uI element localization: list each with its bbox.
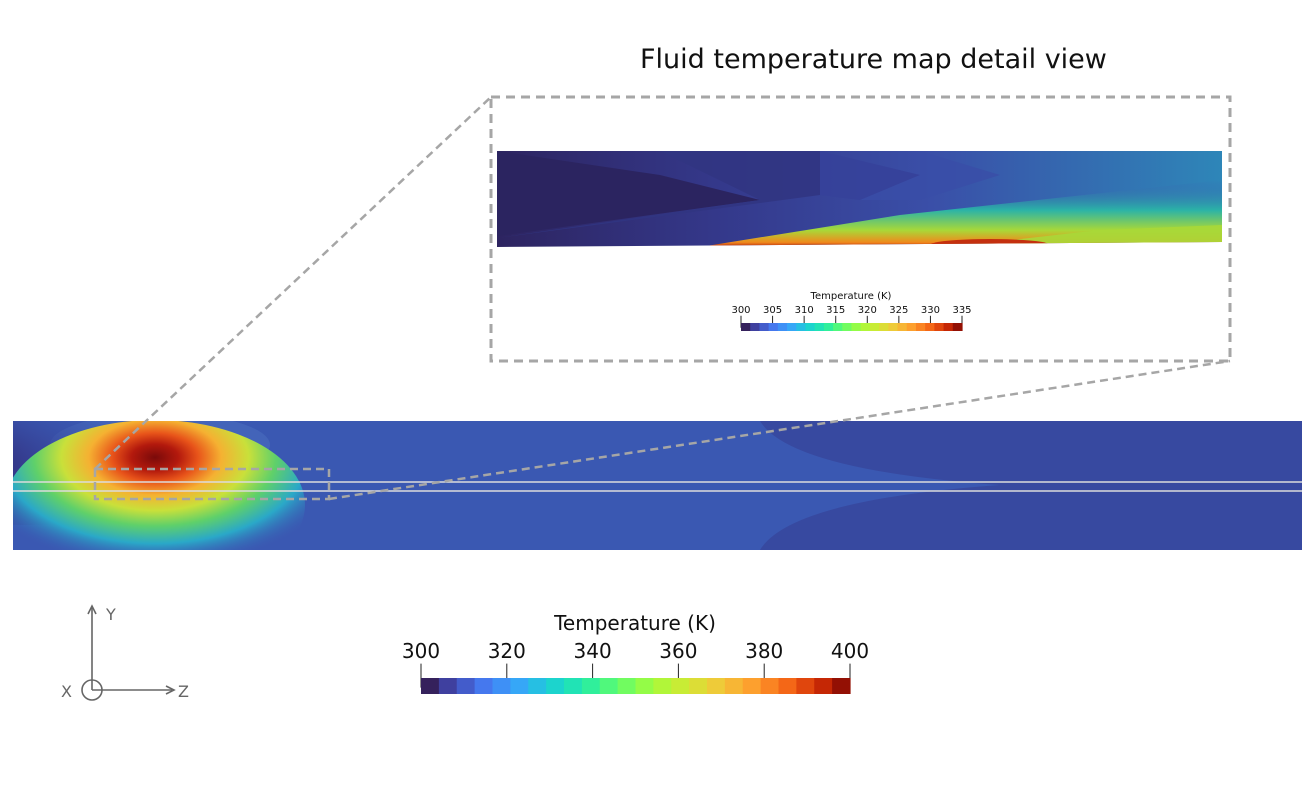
axes-triad xyxy=(81,604,176,701)
main-colorbar-band xyxy=(724,678,744,694)
main-colorbar-tick-label: 380 xyxy=(745,639,783,663)
detail-colorbar-tick-label: 320 xyxy=(858,305,877,316)
detail-colorbar-band xyxy=(823,323,834,331)
detail-colorbar-tick-label: 310 xyxy=(795,305,814,316)
detail-view-frame xyxy=(489,95,1232,363)
axis-y-label: Y xyxy=(105,605,116,624)
detail-colorbar-band xyxy=(888,323,899,331)
main-colorbar-band xyxy=(832,678,851,694)
main-colorbar-ticks: 300 320 340 360 380 400 xyxy=(402,639,869,688)
figure-title-text: Fluid temperature map detail view xyxy=(640,44,1107,75)
main-colorbar-band xyxy=(617,678,637,694)
main-colorbar-band xyxy=(796,678,815,694)
main-colorbar-band xyxy=(510,678,529,694)
main-colorbar-tick-label: 340 xyxy=(574,639,612,663)
main-colorbar-band xyxy=(528,678,547,694)
main-colorbar-band xyxy=(778,678,797,694)
main-colorbar-band xyxy=(599,678,619,694)
detail-colorbar-band xyxy=(777,323,788,331)
detail-colorbar-band xyxy=(759,323,770,331)
detail-colorbar-band xyxy=(805,323,816,331)
detail-colorbar-tick-label: 335 xyxy=(952,305,971,316)
detail-colorbar-tick-label: 330 xyxy=(921,305,940,316)
detail-colorbar-band xyxy=(842,323,853,331)
main-colorbar-band xyxy=(671,678,690,694)
detail-colorbar-band xyxy=(750,323,761,331)
detail-colorbar-band xyxy=(833,323,843,331)
main-colorbar xyxy=(421,678,851,694)
main-colorbar-band xyxy=(814,678,833,694)
main-colorbar-band xyxy=(564,678,583,694)
main-colorbar-band xyxy=(438,678,458,694)
main-colorbar-band xyxy=(707,678,726,694)
detail-colorbar-tick-label: 325 xyxy=(889,305,908,316)
zoom-connector-upper xyxy=(94,96,492,470)
detail-colorbar-band xyxy=(796,323,807,331)
detail-colorbar-tick-label: 305 xyxy=(763,305,782,316)
main-colorbar-band xyxy=(421,678,440,694)
detail-colorbar-tick-label: 315 xyxy=(826,305,845,316)
detail-colorbar-band xyxy=(952,323,963,331)
main-colorbar-label: Temperature (K) xyxy=(553,611,716,635)
main-colorbar-band xyxy=(689,678,708,694)
main-colorbar-band xyxy=(492,678,511,694)
main-colorbar-tick-label: 360 xyxy=(659,639,697,663)
main-colorbar-band xyxy=(653,678,672,694)
detail-colorbar-band xyxy=(814,323,825,331)
detail-colorbar-band xyxy=(741,323,751,331)
detail-colorbar-tick-label: 300 xyxy=(731,305,750,316)
detail-temperature-map xyxy=(497,151,1222,247)
main-colorbar-band xyxy=(456,678,476,694)
detail-colorbar-band xyxy=(925,323,935,331)
detail-colorbar-band xyxy=(768,323,779,331)
detail-colorbar-band xyxy=(897,323,908,331)
main-colorbar-tick-label: 320 xyxy=(488,639,526,663)
main-colorbar-tick-label: 400 xyxy=(831,639,869,663)
main-colorbar-band xyxy=(581,678,601,694)
main-colorbar-band xyxy=(742,678,762,694)
main-colorbar-band xyxy=(546,678,565,694)
axis-x-label: X xyxy=(61,682,72,701)
detail-colorbar-band xyxy=(879,323,889,331)
zoom-region-box xyxy=(93,467,331,501)
detail-colorbar-band xyxy=(934,323,945,331)
axis-z-label: Z xyxy=(178,682,189,701)
detail-colorbar-band xyxy=(943,323,954,331)
detail-colorbar-label: Temperature (K) xyxy=(810,291,892,302)
detail-colorbar-ticks: 300 305 310 315 320 325 330 335 xyxy=(731,305,972,328)
detail-colorbar-band xyxy=(869,323,880,331)
main-colorbar-tick-label: 300 xyxy=(402,639,440,663)
detail-colorbar xyxy=(741,323,963,331)
main-temperature-map xyxy=(13,421,1302,550)
detail-colorbar-band xyxy=(851,323,862,331)
main-colorbar-band xyxy=(760,678,780,694)
detail-colorbar-band xyxy=(915,323,926,331)
main-colorbar-band xyxy=(635,678,654,694)
detail-colorbar-band xyxy=(787,323,797,331)
zoom-connector-lower xyxy=(328,359,1231,501)
detail-colorbar-band xyxy=(906,323,917,331)
main-colorbar-band xyxy=(474,678,494,694)
detail-colorbar-band xyxy=(860,323,871,331)
